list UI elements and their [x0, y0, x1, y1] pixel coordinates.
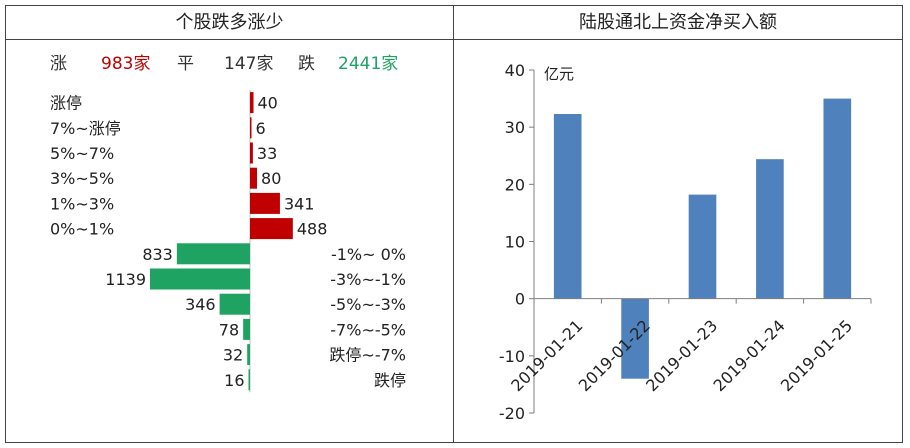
data-bar — [553, 114, 582, 299]
y-tick-label: 30 — [505, 118, 525, 137]
panel-divider — [453, 6, 454, 442]
breadth-chart: 涨 983家 平 147家 跌 2441家 涨停 40 7%~涨停 6 5%~7% 33 3… — [50, 54, 406, 393]
x-tick-label: 2019-01-25 — [777, 316, 856, 395]
category-label: -3%~-1% — [330, 270, 406, 289]
y-tick-label: -20 — [499, 404, 525, 423]
x-tick-label: 2019-01-23 — [642, 316, 721, 395]
category-label: 5%~7% — [50, 144, 114, 163]
y-tick-label: 20 — [505, 175, 525, 194]
down-bar — [176, 243, 250, 265]
y-axis-unit: 亿元 — [544, 65, 574, 83]
data-bar — [756, 159, 784, 299]
value-label: 80 — [261, 169, 281, 188]
category-label: 7%~涨停 — [50, 119, 121, 138]
down-bar — [247, 344, 250, 366]
y-tick-label: -10 — [499, 347, 525, 366]
up-bar — [250, 167, 258, 189]
value-label: 1139 — [105, 270, 146, 289]
summary-up-value: 983家 — [101, 54, 150, 74]
category-label: 涨停 — [50, 94, 82, 113]
value-label: 40 — [258, 94, 278, 113]
data-bar — [688, 194, 717, 299]
summary-down-value: 2441家 — [338, 54, 398, 74]
value-label: 6 — [256, 119, 266, 138]
up-bar — [250, 192, 280, 214]
value-label: 16 — [224, 371, 244, 390]
value-label: 33 — [257, 144, 277, 163]
value-label: 78 — [219, 320, 239, 339]
value-label: 833 — [142, 245, 173, 264]
up-bar — [250, 117, 252, 139]
title-divider — [6, 39, 902, 40]
down-bar — [219, 293, 250, 315]
category-label: 3%~5% — [50, 169, 114, 188]
summary-flat-value: 147家 — [224, 54, 273, 74]
down-bar — [150, 268, 250, 290]
x-tick-label: 2019-01-24 — [710, 316, 789, 395]
up-bar — [250, 218, 293, 240]
value-label: 488 — [297, 220, 328, 239]
value-label: 32 — [223, 346, 243, 365]
value-label: 341 — [284, 194, 315, 213]
category-label: 跌停 — [374, 371, 406, 390]
category-label: 跌停~-7% — [329, 346, 406, 365]
summary-down-label: 跌 — [298, 54, 315, 74]
data-bar — [621, 298, 649, 379]
data-bar — [823, 98, 852, 299]
category-label: -5%~-3% — [330, 295, 406, 314]
value-label: 346 — [185, 295, 216, 314]
category-label: -1%~ 0% — [331, 245, 406, 264]
chart-frame: 个股跌多涨少 陆股通北上资金净买入额 涨 983家 平 147家 跌 2441家… — [5, 5, 903, 443]
category-label: -7%~-5% — [330, 320, 406, 339]
y-tick-label: 40 — [505, 61, 525, 80]
up-bar — [250, 142, 253, 164]
y-tick-label: 10 — [505, 233, 525, 252]
y-tick-label: 0 — [515, 290, 525, 309]
summary-flat-label: 平 — [177, 54, 194, 74]
left-panel-title: 个股跌多涨少 — [175, 12, 284, 33]
category-label: 1%~3% — [50, 194, 114, 213]
down-bar — [243, 318, 250, 340]
category-label: 0%~1% — [50, 220, 114, 239]
up-bar — [250, 92, 254, 114]
down-bar — [248, 369, 250, 391]
right-panel-title: 陆股通北上资金净买入额 — [579, 12, 777, 33]
summary-up-label: 涨 — [50, 54, 67, 74]
